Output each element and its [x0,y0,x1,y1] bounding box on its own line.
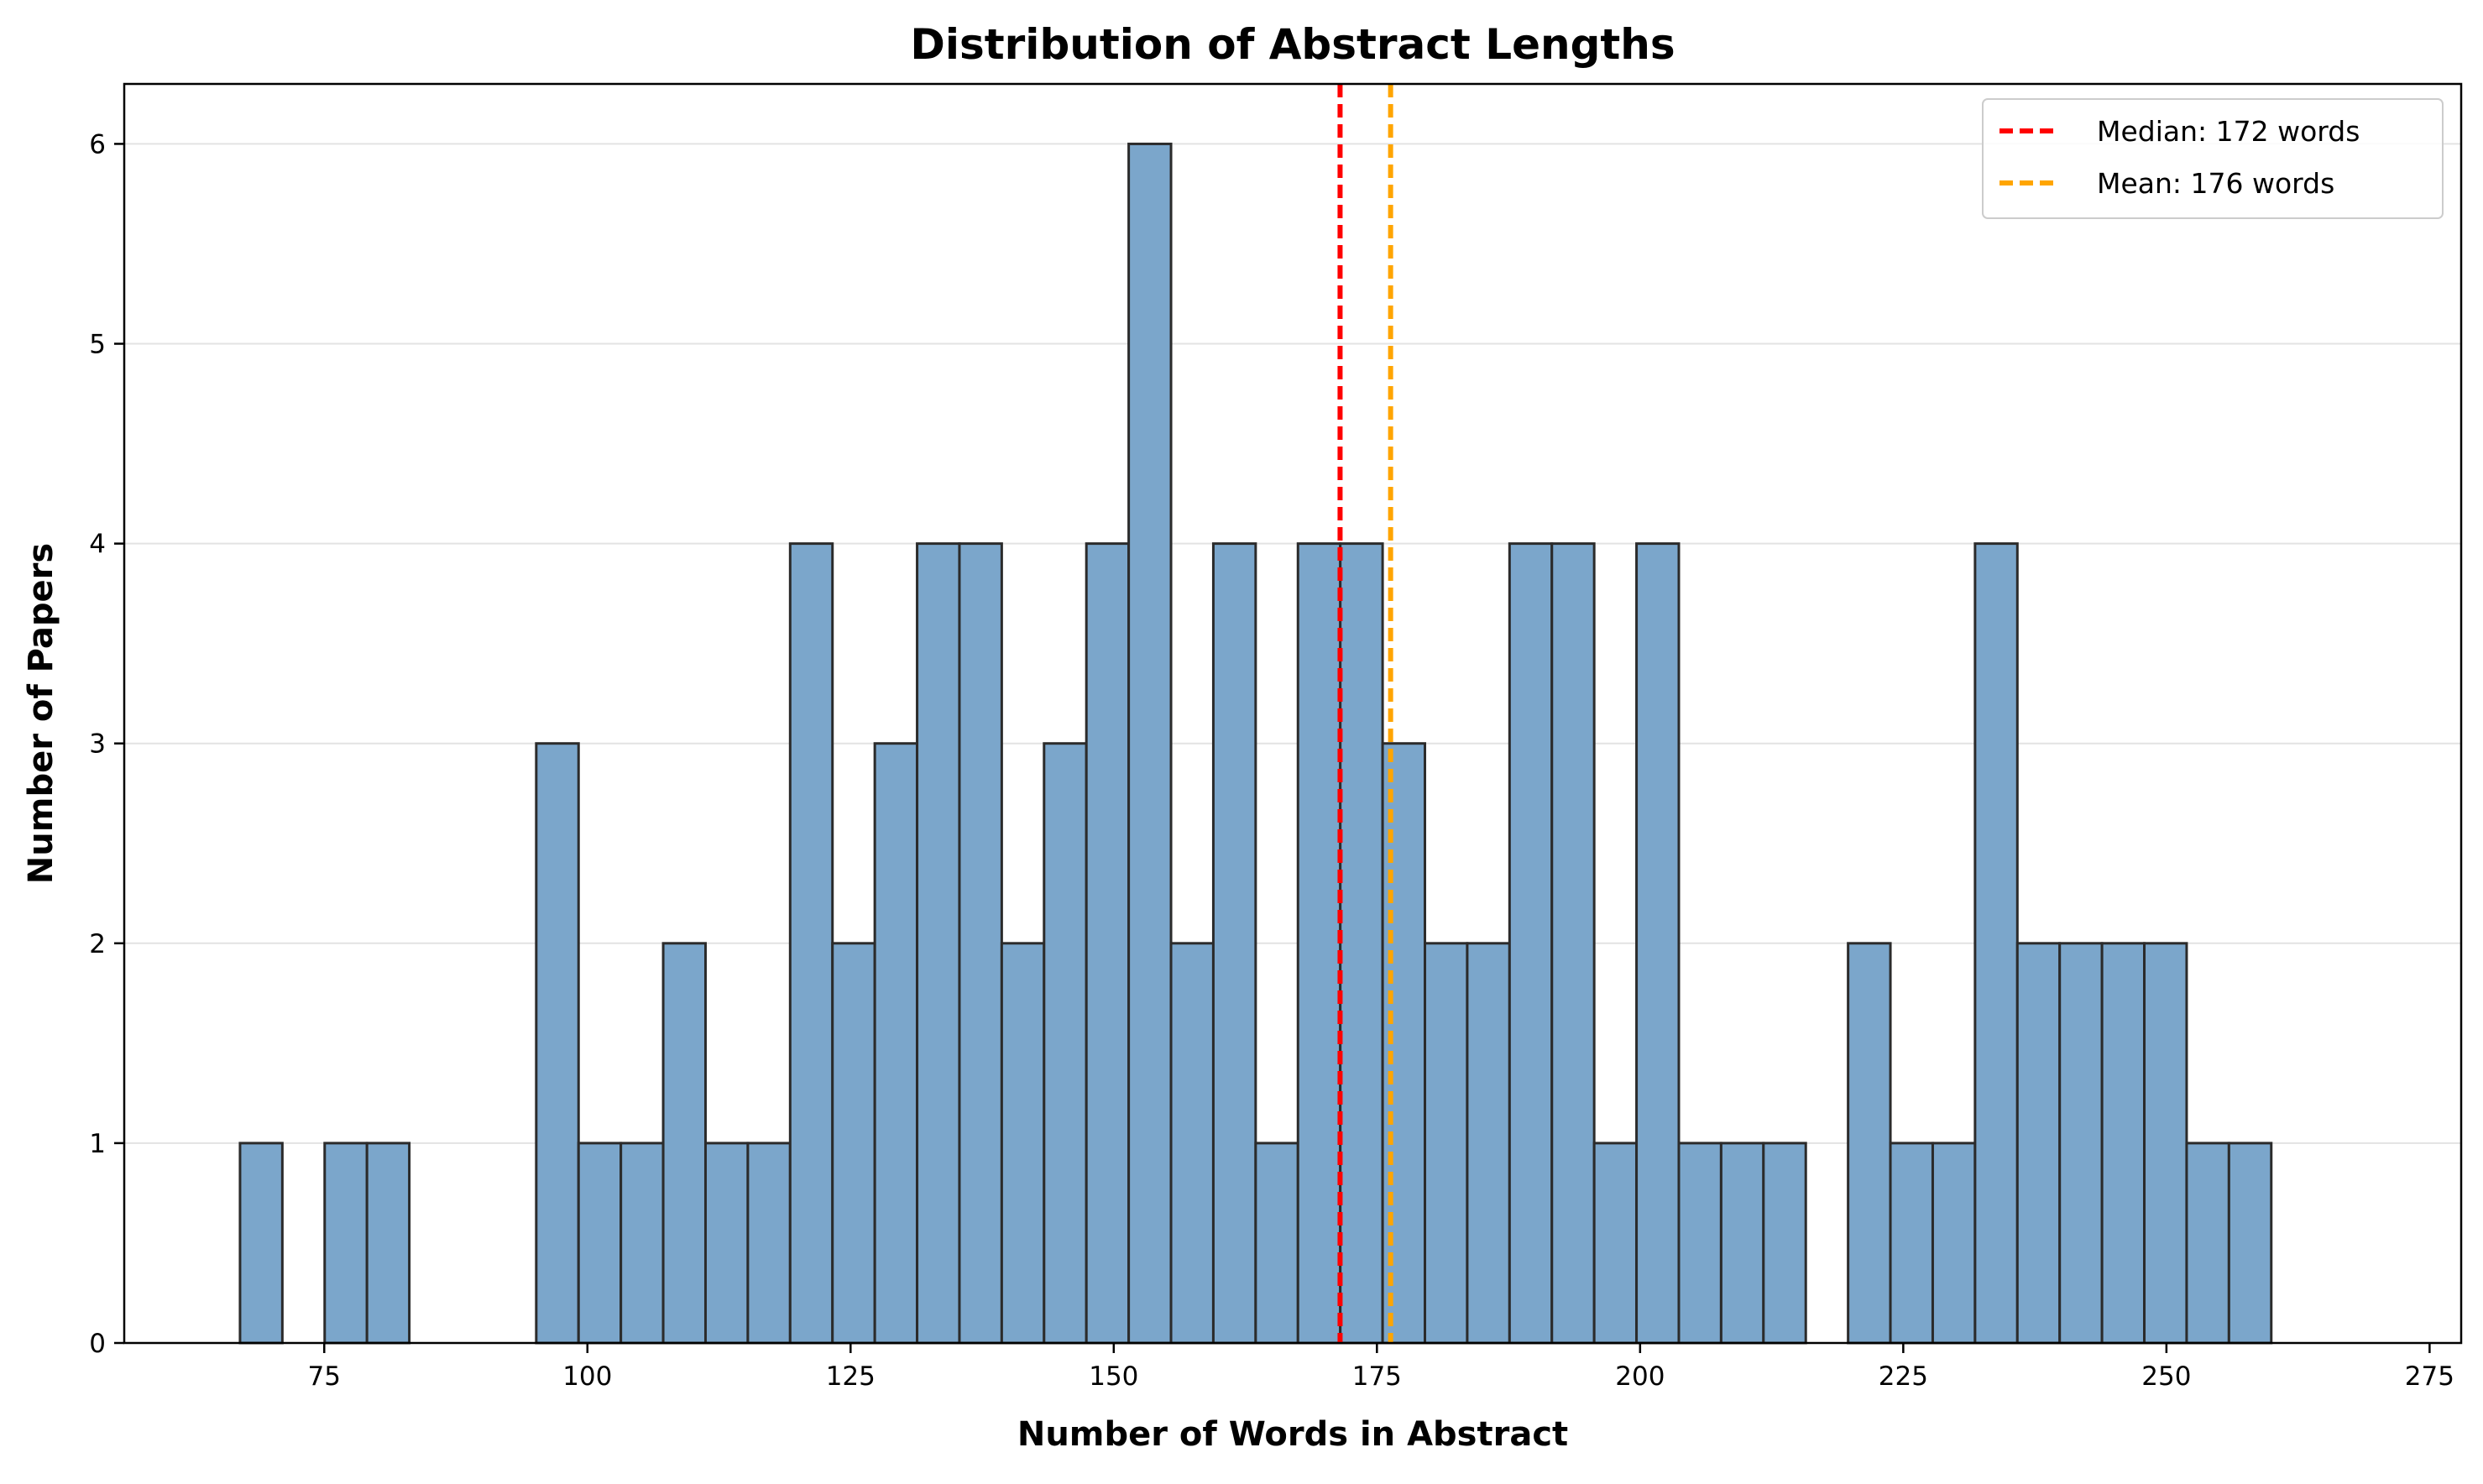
reference-lines-layer [1337,84,1393,1343]
histogram-bar [365,1142,411,1345]
histogram-bar [788,542,834,1345]
x-tick-label: 100 [562,1361,612,1392]
y-tick-label: 3 [89,729,106,760]
histogram-bar [1508,542,1554,1345]
histogram-bar [1592,1142,1639,1345]
histogram-bar [2227,1142,2273,1345]
histogram-bar [873,742,919,1345]
x-tick-label: 200 [1615,1361,1665,1392]
histogram-bar [1085,542,1131,1345]
histogram-bar [1254,1142,1299,1345]
histogram-bar [703,1142,750,1345]
histogram-bar [619,1142,665,1345]
histogram-bar [831,942,876,1345]
histogram-bar [958,542,1003,1345]
histogram-bar [1762,1142,1807,1345]
histogram-bar [1043,742,1088,1345]
y-tick-label: 6 [89,129,106,159]
histogram-bar [1889,1142,1934,1345]
histogram-bar [1847,942,1892,1345]
histogram-bar [1931,1142,1977,1345]
histogram-bar [1169,942,1215,1345]
histogram-bar [1973,542,2019,1345]
histogram-bar [2058,942,2104,1345]
legend-median-label: Median: 172 words [2097,115,2360,148]
x-tick-label: 225 [1879,1361,1928,1392]
x-tick-label: 125 [826,1361,876,1392]
histogram-bar [1677,1142,1722,1345]
histogram-bar [1000,942,1046,1345]
y-tick-label: 4 [89,530,106,560]
histogram-bar [1127,142,1173,1345]
plot-frame [123,82,2463,1345]
x-axis-title: Number of Words in Abstract [1017,1415,1568,1454]
x-tick-label: 75 [308,1361,341,1392]
ticks-layer: 75 100 125 150 175 200 225 250 275 0 1 2 3 4 5 6 [89,129,2454,1392]
y-tick-label: 2 [89,929,106,959]
histogram-bar [661,942,707,1345]
legend-box [1982,98,2444,219]
y-tick-label: 5 [89,330,106,360]
histogram-bar [1211,542,1257,1345]
histogram-bar [916,542,961,1345]
histogram-bar [2015,942,2062,1345]
histogram-bar [2143,942,2188,1345]
histogram-bar [323,1142,369,1345]
histogram-bar [1719,1142,1765,1345]
chart-title: Distribution of Abstract Lengths [910,20,1675,69]
histogram-bar [535,742,580,1345]
histogram-bar [2185,1142,2230,1345]
histogram-bar [238,1142,284,1345]
x-tick-label: 250 [2141,1361,2191,1392]
histogram-bar [1424,942,1469,1345]
histogram-bar [746,1142,792,1345]
x-tick-label: 150 [1089,1361,1138,1392]
histogram-bar [1466,942,1511,1345]
y-tick-label: 0 [89,1329,106,1359]
y-axis-title: Number of Papers [22,543,60,884]
histogram-bar [2100,942,2146,1345]
histogram-bar [1339,542,1384,1345]
histogram-bar [1296,542,1342,1345]
x-tick-label: 175 [1352,1361,1402,1392]
legend-mean-label: Mean: 176 words [2097,167,2334,200]
histogram-bar [1550,542,1596,1345]
y-tick-label: 1 [89,1129,106,1159]
legend: Median: 172 words Mean: 176 words [1982,98,2444,219]
histogram-bar [1635,542,1681,1345]
x-tick-label: 275 [2405,1361,2454,1392]
histogram-bar [577,1142,623,1345]
